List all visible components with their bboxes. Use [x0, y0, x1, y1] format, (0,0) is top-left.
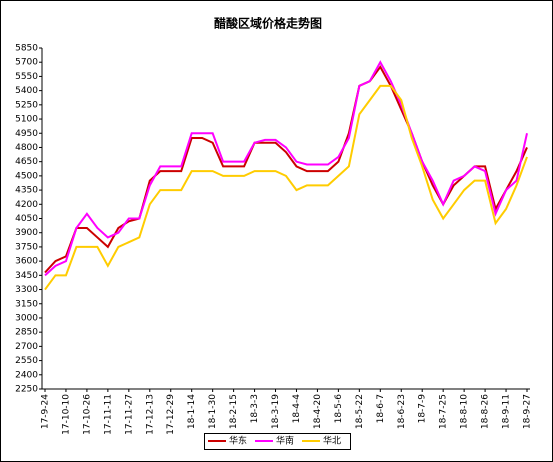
y-tick-label: 2550	[15, 356, 38, 366]
x-tick-label: 18-4-20	[313, 394, 323, 429]
y-tick-label: 3600	[15, 257, 38, 267]
x-tick-label: 18-5-22	[355, 394, 365, 429]
x-tick-label: 18-7-25	[439, 394, 449, 429]
x-tick-label: 18-3-3	[250, 394, 260, 423]
x-tick-label: 18-1-30	[208, 394, 218, 429]
y-tick-label: 3300	[15, 285, 38, 295]
line-series	[44, 60, 528, 277]
x-tick-label: 18-8-10	[460, 394, 470, 429]
x-tick-label: 18-7-9	[418, 394, 428, 424]
legend-label: 华东	[229, 435, 247, 447]
x-tick-label: 18-4-4	[292, 394, 302, 424]
x-tick-label: 17-12-13	[145, 394, 155, 435]
y-tick-label: 5550	[15, 72, 38, 82]
y-tick-label: 2700	[15, 342, 38, 352]
legend-label: 华南	[276, 435, 294, 447]
y-tick-label: 4200	[15, 200, 38, 210]
line-series	[44, 84, 528, 291]
x-tick-label: 17-10-10	[61, 394, 71, 435]
y-tick-label: 3750	[15, 242, 38, 252]
x-tick-label: 18-3-19	[271, 394, 281, 429]
y-tick-label: 5100	[15, 115, 38, 125]
y-tick-label: 3450	[15, 271, 38, 281]
x-tick-label: 18-6-23	[397, 394, 407, 429]
y-tick-label: 2400	[15, 370, 38, 380]
y-tick-label: 3150	[15, 299, 38, 309]
x-tick-label: 17-11-27	[124, 394, 134, 435]
y-tick-label: 3000	[15, 313, 38, 323]
x-tick-label: 17-11-11	[103, 394, 113, 435]
y-tick-label: 5700	[15, 58, 38, 68]
legend-box	[204, 433, 351, 450]
y-tick-label: 4350	[15, 186, 38, 196]
y-tick-label: 2850	[15, 328, 38, 338]
y-tick-label: 5250	[15, 100, 38, 110]
x-tick-label: 18-9-11	[502, 394, 512, 429]
x-tick-label: 17-12-29	[166, 394, 176, 435]
x-tick-label: 17-10-26	[82, 394, 92, 435]
y-tick-label: 4950	[15, 129, 38, 139]
chart-title: 醋酸区域价格走势图	[214, 16, 322, 31]
x-tick-label: 17-9-24	[41, 394, 51, 429]
x-tick-label: 18-2-15	[229, 394, 239, 429]
x-tick-label: 18-6-7	[376, 394, 386, 423]
legend-label: 华北	[323, 435, 341, 447]
y-tick-label: 3900	[15, 228, 38, 238]
y-tick-label: 4800	[15, 143, 38, 153]
y-tick-label: 4650	[15, 157, 38, 167]
y-tick-label: 5400	[15, 86, 38, 96]
x-tick-label: 18-5-6	[334, 394, 344, 424]
y-tick-label: 4500	[15, 171, 38, 181]
x-tick-label: 18-9-27	[523, 394, 533, 429]
x-tick-label: 18-1-14	[187, 394, 197, 429]
y-tick-label: 4050	[15, 214, 38, 224]
y-tick-label: 2250	[15, 385, 38, 395]
y-tick-label: 5850	[15, 44, 38, 54]
x-tick-label: 18-8-26	[481, 394, 491, 429]
